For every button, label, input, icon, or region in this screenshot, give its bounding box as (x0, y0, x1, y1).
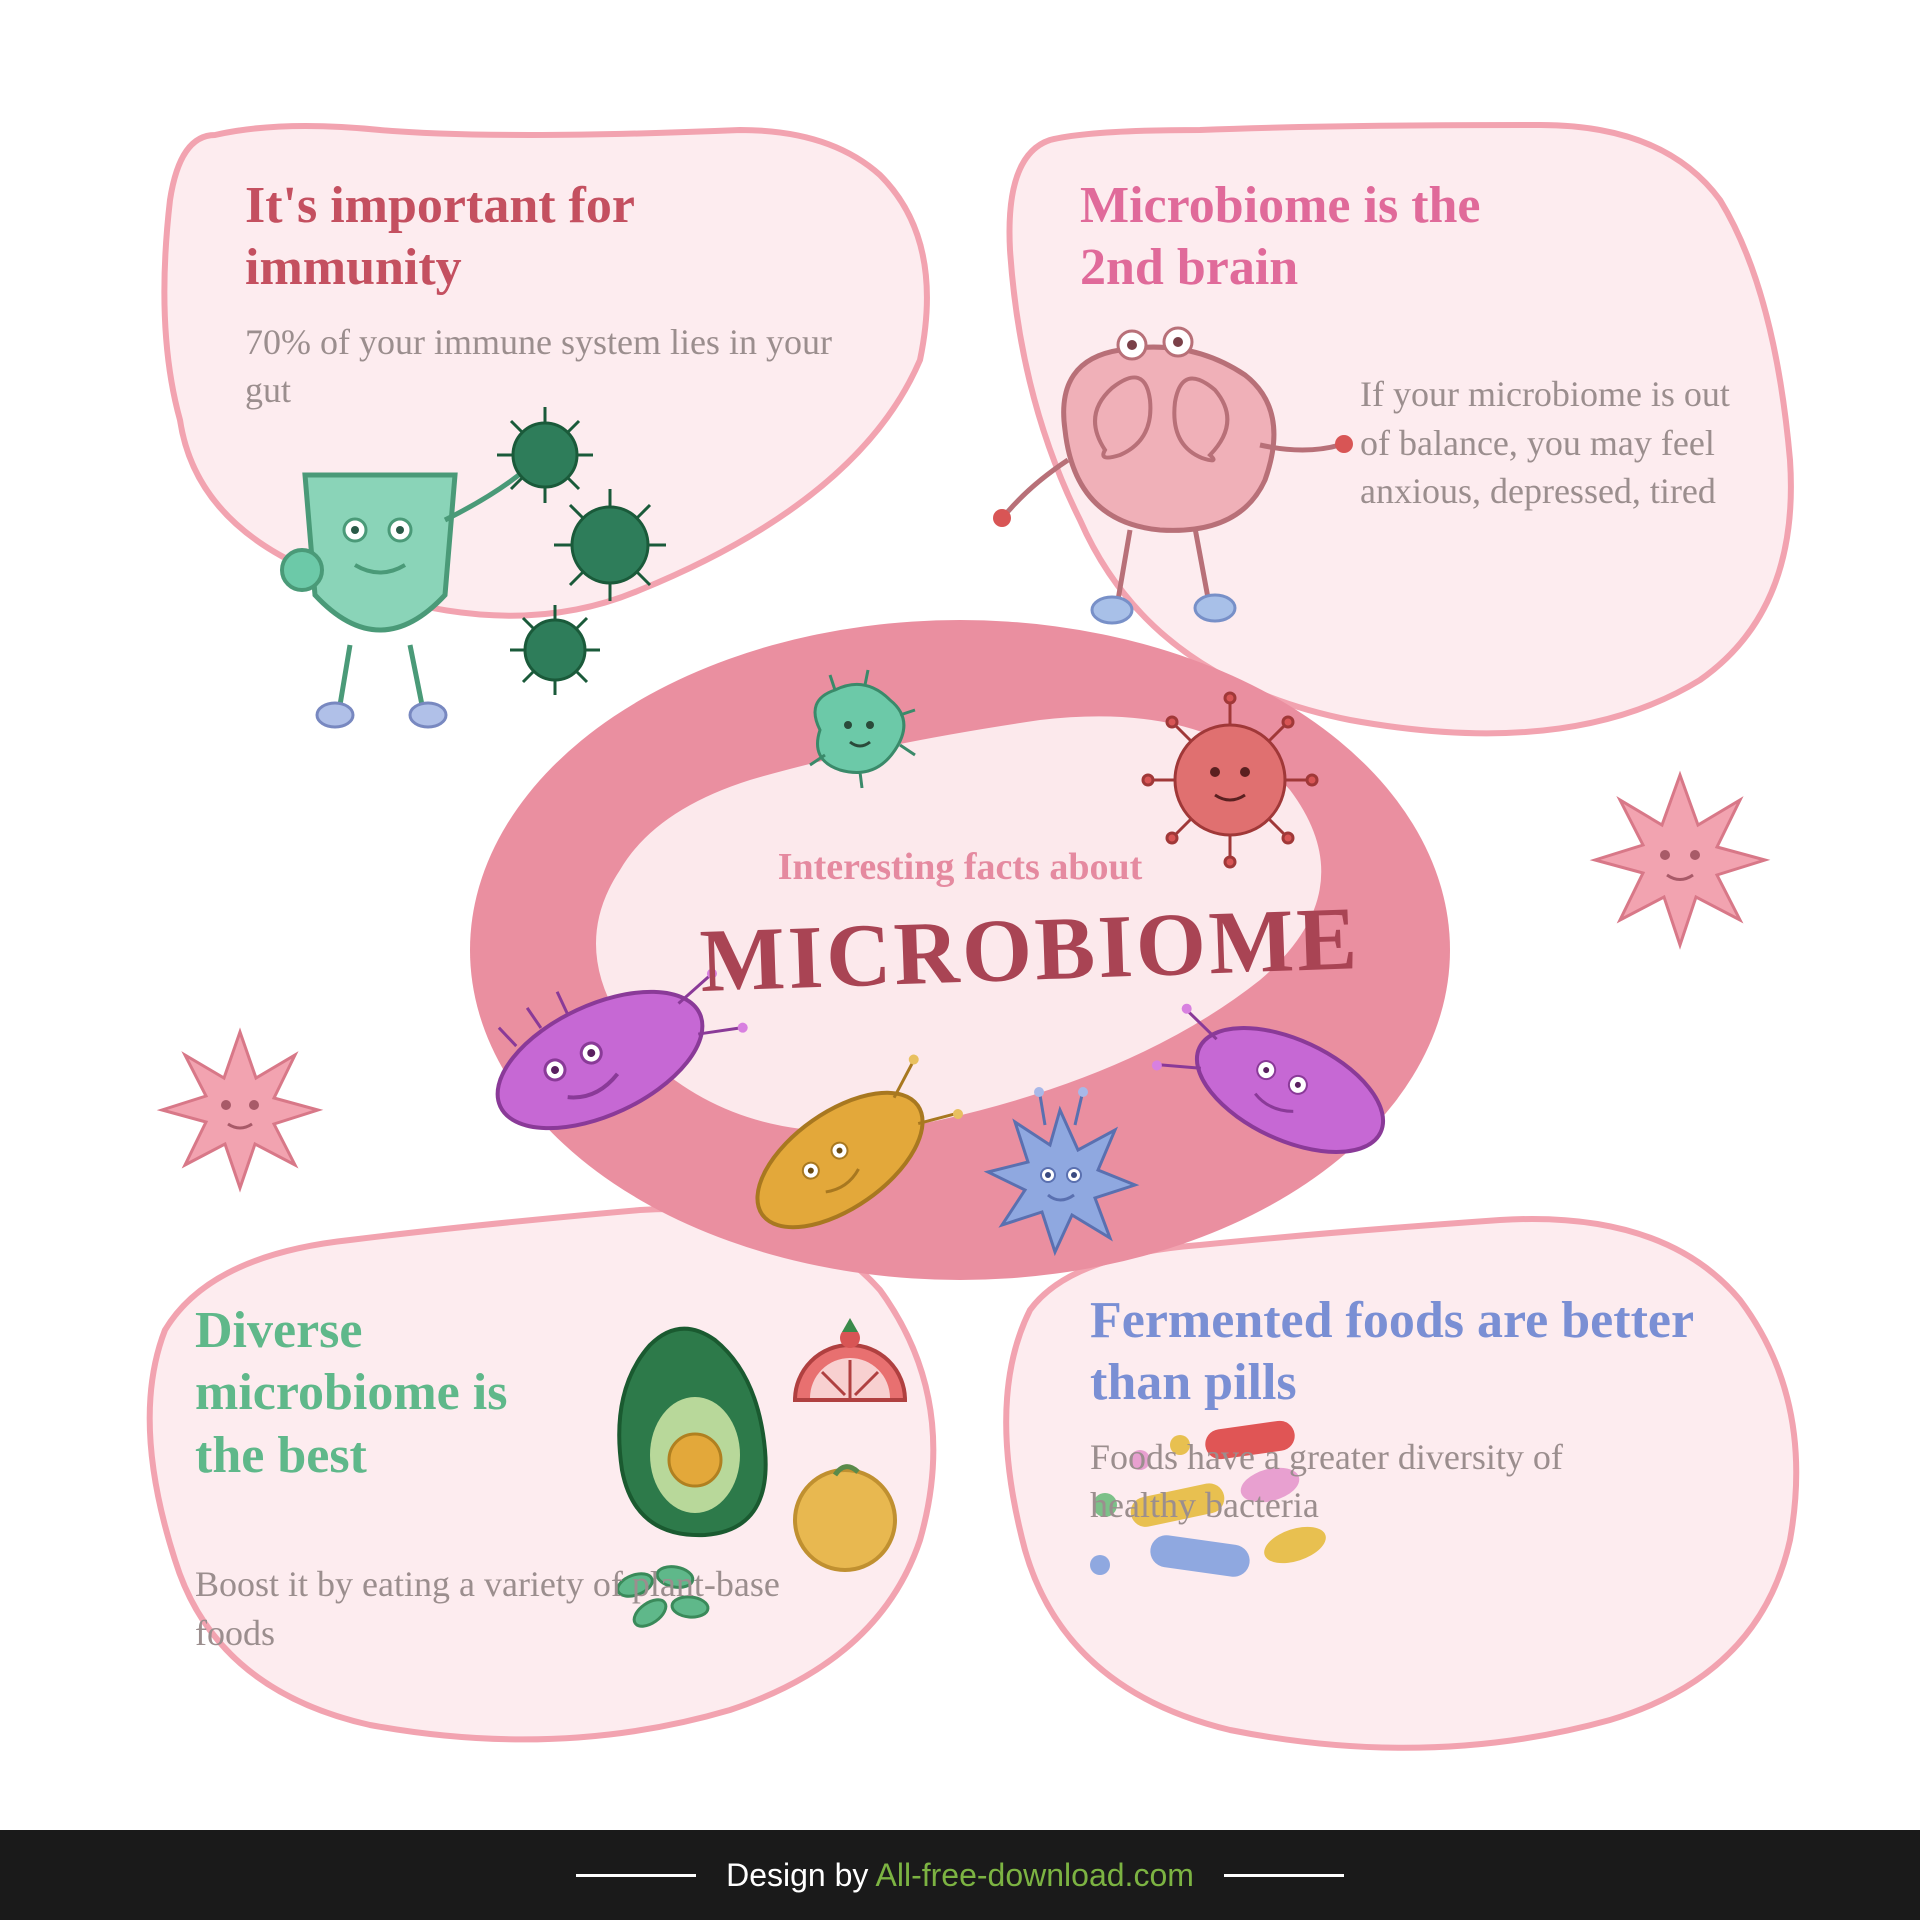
brain-body: If your microbiome is out of balance, yo… (1360, 370, 1750, 516)
footer-brand: All-free-download.com (876, 1857, 1194, 1893)
center-text-block: Interesting facts about MICROBIOME (700, 845, 1220, 1007)
brain-body-block: If your microbiome is out of balance, yo… (1360, 370, 1750, 516)
footer-line-left (576, 1874, 696, 1877)
diverse-body-block: Boost it by eating a variety of plant-ba… (195, 1560, 795, 1657)
diverse-body: Boost it by eating a variety of plant-ba… (195, 1560, 795, 1657)
footer-text: Design by All-free-download.com (726, 1857, 1194, 1894)
footer-bar: Design by All-free-download.com (0, 1830, 1920, 1920)
fermented-body: Foods have a greater diversity of health… (1090, 1433, 1650, 1530)
fermented-heading: Fermented foods are better than pills (1090, 1290, 1750, 1415)
immunity-body: 70% of your immune system lies in your g… (245, 318, 845, 415)
center-subtitle: Interesting facts about (700, 845, 1220, 891)
brain-text: Microbiome is the 2nd brain (1080, 175, 1720, 300)
diverse-heading: Diverse microbiome is the best (195, 1300, 555, 1487)
brain-heading: Microbiome is the 2nd brain (1080, 175, 1540, 300)
spiky-pink-right (1595, 775, 1765, 945)
spiky-pink-left (162, 1032, 318, 1188)
footer-prefix: Design by (726, 1857, 875, 1893)
immunity-text: It's important for immunity 70% of your … (245, 175, 805, 415)
fermented-text: Fermented foods are better than pills Fo… (1090, 1290, 1750, 1530)
center-title: MICROBIOME (698, 890, 1221, 1016)
diverse-text: Diverse microbiome is the best (195, 1300, 555, 1487)
footer-line-right (1224, 1874, 1344, 1877)
microbe-red-spiky (1143, 693, 1317, 867)
immunity-heading: It's important for immunity (245, 175, 805, 300)
